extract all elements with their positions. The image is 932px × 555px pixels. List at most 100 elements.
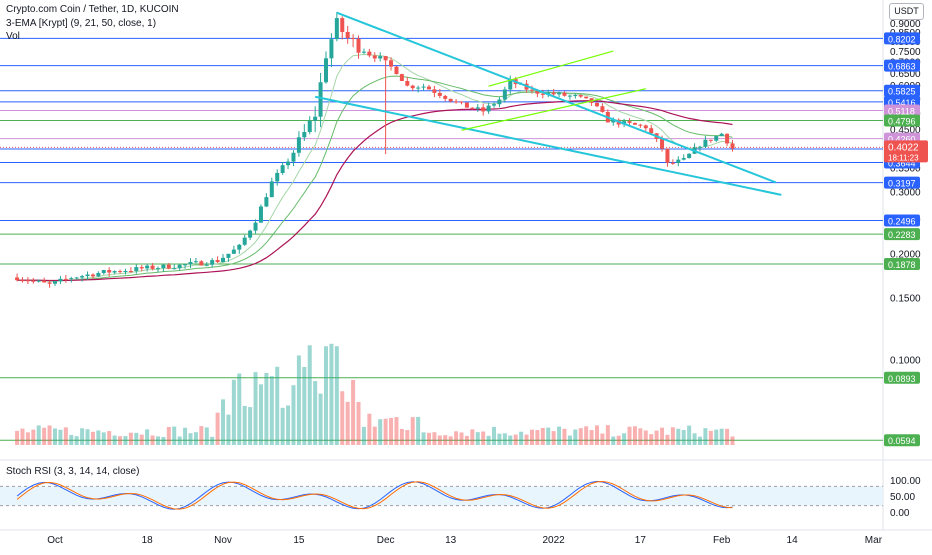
volume-bar: [535, 430, 540, 445]
candle: [112, 271, 117, 273]
volume-bar: [443, 435, 448, 445]
volume-bar: [595, 425, 599, 445]
volume-bar: [177, 436, 182, 445]
stoch-rsi-label: Stoch RSI (3, 3, 14, 14, close): [6, 466, 140, 477]
level-price-badge: [884, 59, 920, 72]
candle: [578, 95, 583, 97]
candle: [215, 260, 220, 263]
candle: [432, 89, 437, 93]
volume-bar: [627, 426, 632, 445]
volume-bar: [302, 366, 307, 445]
volume-bar: [31, 429, 36, 445]
volume-bar: [258, 384, 263, 445]
volume-bar: [432, 432, 437, 445]
volume-bar: [74, 436, 79, 445]
volume-bar: [351, 379, 356, 445]
volume-indicator-label: Vol: [6, 31, 20, 42]
volume-bar: [589, 430, 594, 445]
candle: [405, 81, 410, 86]
volume-bar: [63, 427, 68, 445]
candle: [58, 278, 63, 282]
level-price-badge: [884, 371, 920, 384]
volume-bar: [725, 428, 730, 445]
volume-bar: [231, 379, 236, 445]
level-price-badge: [884, 114, 920, 127]
volume-bar: [622, 433, 627, 445]
time-tick-label: Nov: [214, 535, 232, 546]
candle: [670, 162, 675, 164]
volume-bar: [660, 427, 665, 445]
candle: [356, 38, 361, 53]
candle: [562, 92, 567, 96]
volume-bar: [324, 346, 328, 445]
volume-bar: [497, 433, 502, 445]
volume-bar: [237, 373, 242, 445]
level-price-label: 0.5118: [888, 107, 915, 117]
trend-line: [314, 95, 782, 196]
volume-bar: [643, 430, 648, 445]
level-price-badge: [884, 258, 920, 271]
volume-bar: [529, 429, 534, 445]
candle: [107, 270, 112, 273]
candle: [258, 206, 263, 223]
rsi-d-line: [16, 480, 733, 510]
candle: [611, 119, 616, 123]
volume-bar: [204, 427, 209, 445]
current-price-label: 0.4022: [888, 142, 919, 153]
volume-bar: [578, 428, 583, 445]
time-tick-label: 13: [445, 535, 457, 546]
volume-bar: [118, 436, 123, 445]
rsi-tick-label: 100.00: [890, 476, 921, 487]
candle: [535, 90, 540, 94]
volume-bar: [47, 425, 52, 445]
candle: [172, 268, 177, 270]
volume-bar: [692, 433, 697, 445]
volume-bar: [421, 432, 426, 445]
candle: [31, 280, 36, 282]
volume-bar: [486, 435, 491, 445]
level-price-badge: [884, 104, 920, 117]
volume-bar: [248, 407, 253, 445]
candle: [540, 93, 545, 95]
volume-bar: [280, 407, 285, 445]
candle: [730, 143, 735, 149]
volume-bar: [611, 436, 616, 445]
currency-badge[interactable]: USDT: [889, 3, 924, 20]
candle: [340, 18, 345, 32]
volume-bar: [394, 417, 399, 445]
candle: [426, 86, 431, 90]
level-price-label: 0.3197: [888, 179, 916, 189]
volume-bar: [697, 436, 702, 445]
volume-bar: [459, 432, 464, 445]
volume-bar: [616, 435, 621, 445]
volume-bar: [546, 427, 551, 445]
level-price-label: 0.3644: [888, 159, 916, 169]
level-price-badge: [884, 176, 920, 189]
volume-bar: [107, 431, 112, 445]
volume-bar: [25, 432, 30, 445]
volume-bar: [665, 434, 670, 445]
candle: [502, 89, 507, 100]
volume-bar: [318, 393, 323, 445]
volume-bar: [361, 426, 366, 445]
candle: [269, 181, 274, 198]
candle: [681, 158, 686, 160]
rsi-band: [0, 486, 883, 506]
candle: [47, 282, 52, 284]
candle: [291, 152, 296, 162]
time-tick-label: Oct: [47, 535, 63, 546]
volume-bar: [448, 436, 453, 445]
candle: [275, 172, 280, 182]
candle: [676, 159, 681, 163]
candle: [155, 268, 160, 270]
candle: [632, 122, 637, 125]
candle: [313, 116, 318, 121]
level-price-label: 0.2496: [888, 216, 916, 226]
trend-line: [488, 50, 614, 87]
level-price-label: 0.5825: [888, 87, 916, 97]
volume-bar: [183, 427, 188, 445]
volume-bar: [687, 425, 692, 445]
volume-bar: [719, 428, 724, 445]
time-tick-label: 18: [142, 535, 154, 546]
